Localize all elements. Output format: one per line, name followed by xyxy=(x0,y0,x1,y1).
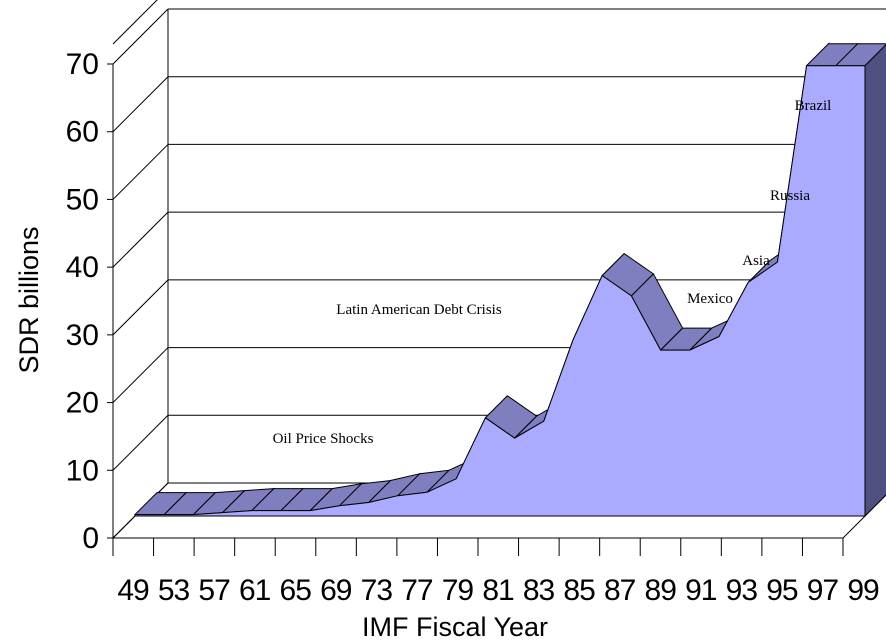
y-axis-title: SDR billions xyxy=(14,226,44,373)
y-tick-label: 30 xyxy=(66,319,99,352)
annotation-label: Asia xyxy=(742,253,770,269)
area-front-face xyxy=(134,65,866,517)
y-tick-label: 40 xyxy=(66,251,99,284)
x-tick-label: 53 xyxy=(158,574,190,607)
x-tick-label: 65 xyxy=(280,574,312,607)
x-tick-label: 57 xyxy=(198,574,230,607)
series-area xyxy=(133,42,886,518)
area-right-face xyxy=(864,43,886,518)
x-tick-label: 49 xyxy=(117,574,149,607)
x-tick-label: 69 xyxy=(320,574,352,607)
side-gridline xyxy=(112,414,169,471)
x-tick-label: 93 xyxy=(726,574,758,607)
side-gridline xyxy=(112,144,169,200)
x-tick-label: 61 xyxy=(239,574,271,607)
side-wall-top-edge xyxy=(112,0,158,45)
x-tick-label: 81 xyxy=(482,574,514,607)
side-gridline xyxy=(112,8,169,65)
x-tick-label: 97 xyxy=(807,574,839,607)
axes xyxy=(107,63,844,556)
y-tick-label: 70 xyxy=(66,48,99,81)
y-tick-label: 60 xyxy=(66,116,99,149)
x-axis-title: IMF Fiscal Year xyxy=(362,612,548,642)
side-gridline xyxy=(112,211,169,268)
annotations: Oil Price Shocks Latin American Debt Cris… xyxy=(273,98,832,447)
x-tick-label: 77 xyxy=(401,574,433,607)
x-tick-label: 79 xyxy=(442,574,474,607)
x-tick-label: 95 xyxy=(766,574,798,607)
side-gridline xyxy=(112,347,169,403)
x-tick-label: 99 xyxy=(847,574,879,607)
annotation-label: Brazil xyxy=(795,98,832,114)
x-tick-label: 83 xyxy=(523,574,555,607)
annotation-label: Latin American Debt Crisis xyxy=(336,302,502,318)
y-tick-labels: 0 10 20 30 40 50 60 70 xyxy=(66,48,99,555)
y-tick-label: 50 xyxy=(66,183,99,216)
annotation-label: Russia xyxy=(770,188,810,204)
x-tick-label: 73 xyxy=(361,574,393,607)
x-tick-label: 89 xyxy=(645,574,677,607)
x-tick-label: 85 xyxy=(563,574,595,607)
y-tick-label: 0 xyxy=(82,522,99,555)
side-gridline xyxy=(112,279,169,336)
annotation-label: Oil Price Shocks xyxy=(273,431,374,447)
x-tick-label: 91 xyxy=(685,574,717,607)
x-tick-labels: 49 53 57 61 65 69 73 77 79 81 83 85 87 89 91 93 95 97 99 xyxy=(117,574,880,607)
side-gridline xyxy=(112,76,169,133)
annotation-label: Mexico xyxy=(687,291,733,307)
x-tick-label: 87 xyxy=(604,574,636,607)
y-tick-label: 10 xyxy=(66,454,99,487)
y-tick-label: 20 xyxy=(66,387,99,420)
